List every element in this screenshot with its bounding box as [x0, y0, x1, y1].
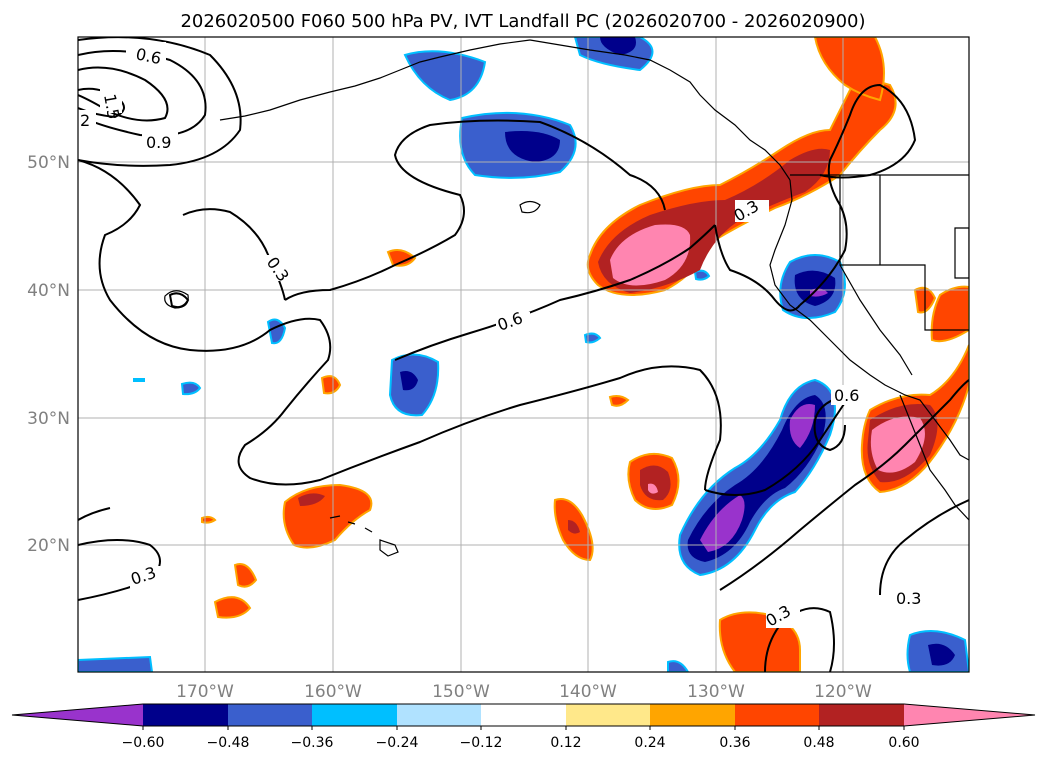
- colorbar-segment: [312, 704, 397, 726]
- shade-blue-bm: [667, 660, 690, 672]
- shade-red-s6: [568, 520, 580, 534]
- map-area: 0.6 1.5 2 0.9 0.3 0.6 0.3 0.6 0.3 0.3 0.…: [78, 37, 969, 672]
- lon-label-170w: 170°W: [176, 682, 234, 702]
- shade-navy-mid: [400, 371, 418, 391]
- shade-orange-s1: [386, 249, 417, 267]
- contour-label: 1.5: [100, 92, 123, 120]
- colorbar-tick-label: −0.24: [376, 735, 419, 751]
- shade-cyan-dot: [133, 378, 145, 382]
- colorbar-tick-label: 0.48: [803, 735, 834, 751]
- colorbar-segment: [735, 704, 819, 726]
- colorbar-tick-label: 0.12: [550, 735, 581, 751]
- colorbar-segment: [650, 704, 735, 726]
- shade-blue-small: [403, 50, 487, 102]
- contour-label: 0.6: [134, 44, 163, 68]
- shade-navy-br: [928, 643, 955, 666]
- shade-orange-s2: [320, 375, 342, 395]
- shade-purple-diag: [700, 495, 745, 552]
- colorbar-tick-label: 0.24: [634, 735, 665, 751]
- shade-purple-diag2: [789, 404, 815, 448]
- colorbar-segment: [481, 704, 566, 726]
- negative-anomaly-fields: [78, 37, 969, 672]
- shade-orange-s4: [233, 563, 258, 588]
- graticule: [78, 37, 969, 672]
- latitude-labels: 50°N 40°N 30°N 20°N: [27, 153, 70, 556]
- map-frame: [77, 36, 970, 673]
- colorbar-segment: [566, 704, 650, 726]
- colorbar-tick-label: −0.48: [207, 735, 250, 751]
- colorbar-extend-max: [904, 704, 1035, 726]
- shade-orange-top: [813, 37, 885, 102]
- colorbar-tick-label: 0.36: [719, 735, 750, 751]
- colorbar-tick-label: 0.60: [888, 735, 919, 751]
- shade-pink-s7: [648, 483, 658, 494]
- shade-orange-east2: [930, 285, 969, 343]
- shade-orange-s8: [608, 395, 630, 407]
- colorbar-tick-label: −0.60: [122, 735, 165, 751]
- lat-label-50n: 50°N: [27, 153, 70, 173]
- lon-label-130w: 130°W: [687, 682, 745, 702]
- contour-label: 2: [80, 111, 90, 130]
- contour-labels: 0.6 1.5 2 0.9 0.3 0.6 0.3 0.6 0.3 0.3 0.…: [78, 42, 927, 630]
- shade-red-s7: [640, 465, 671, 501]
- lat-label-30n: 30°N: [27, 409, 70, 429]
- colorbar-extend-min: [12, 704, 143, 726]
- shade-blue-dot3: [583, 332, 602, 344]
- shade-orange-s5: [213, 596, 252, 619]
- longitude-labels: 170°W 160°W 150°W 140°W 130°W 120°W: [176, 682, 872, 702]
- shade-orange-s3: [201, 515, 217, 524]
- positive-anomaly-fields: [201, 37, 969, 672]
- contour-label: 0.3: [896, 589, 921, 608]
- lon-label-140w: 140°W: [559, 682, 617, 702]
- shade-red-hi: [298, 493, 325, 506]
- shade-pink-ar: [610, 224, 691, 286]
- colorbar-segment: [397, 704, 481, 726]
- lat-label-40n: 40°N: [27, 281, 70, 301]
- shade-navy: [505, 131, 560, 162]
- colorbar-tick-label: −0.12: [460, 735, 503, 751]
- colorbar-segment: [143, 704, 228, 726]
- colorbar-tick-label: −0.36: [291, 735, 334, 751]
- shade-pink-baja: [870, 416, 925, 473]
- lon-label-150w: 150°W: [432, 682, 490, 702]
- shade-blue-dot4: [693, 269, 711, 281]
- shade-blue-dot2: [180, 381, 202, 396]
- pv-contours: [78, 37, 969, 672]
- colorbar-segment: [228, 704, 312, 726]
- contour-label: 0.9: [146, 133, 171, 152]
- shade-blue-bl: [78, 655, 154, 672]
- lat-label-20n: 20°N: [27, 536, 70, 556]
- map-title: 2026020500 F060 500 hPa PV, IVT Landfall…: [180, 11, 865, 32]
- colorbar-segment: [819, 704, 904, 726]
- shade-navy-top: [600, 37, 636, 55]
- colorbar: −0.60 −0.48 −0.36 −0.24 −0.12 0.12 0.24 0.36 0.4…: [11, 703, 1036, 751]
- lon-label-120w: 120°W: [814, 682, 872, 702]
- contour-label: 0.6: [834, 386, 859, 405]
- lon-label-160w: 160°W: [304, 682, 362, 702]
